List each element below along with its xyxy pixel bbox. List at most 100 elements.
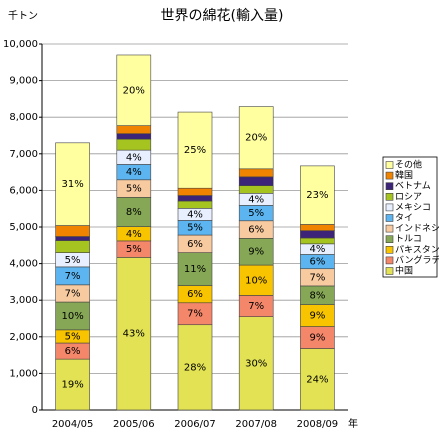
value-label: 4% (126, 167, 142, 178)
y-tick-label: 9,000 (9, 76, 38, 87)
chart-title: 世界の綿花(輸入量) (161, 8, 284, 24)
bar-segment (177, 111, 213, 189)
legend-swatch (385, 171, 394, 180)
y-tick-label: 5,000 (9, 222, 38, 233)
bar-segment (177, 187, 213, 196)
value-label: 5% (65, 255, 81, 266)
bar-segment (55, 301, 90, 331)
legend-label: その他 (395, 159, 422, 171)
bar-segment (116, 133, 152, 140)
value-label: 5% (126, 184, 142, 195)
value-label: 7% (309, 272, 325, 283)
legend-swatch (385, 193, 394, 201)
legend-label: パキスタン (395, 244, 439, 255)
bar-segment (238, 238, 274, 266)
value-label: 6% (65, 346, 81, 357)
value-label: 10% (61, 311, 83, 322)
y-tick-label: 6,000 (9, 185, 38, 196)
legend-swatch (385, 267, 394, 275)
legend-swatch (385, 203, 394, 212)
value-label: 6% (187, 289, 203, 300)
value-label: 4% (187, 209, 203, 220)
legend-label: 韓国 (395, 170, 413, 181)
bar-segment (55, 225, 90, 237)
bar-segment (300, 165, 335, 225)
value-label: 43% (123, 329, 145, 340)
value-label: 4% (309, 244, 325, 255)
bar-segment (238, 185, 274, 194)
x-tick-label: 2004/05 (52, 419, 94, 430)
value-label: 4% (126, 229, 142, 240)
value-label: 9% (309, 311, 325, 322)
y-tick-label: 1,000 (9, 368, 38, 379)
bar-segment (300, 237, 335, 245)
bar-segment (177, 324, 213, 411)
value-label: 20% (245, 133, 267, 144)
value-label: 8% (126, 207, 142, 218)
legend-swatch (385, 182, 394, 190)
value-label: 31% (61, 179, 83, 190)
value-label: 9% (248, 247, 264, 258)
bar-segment (300, 230, 335, 239)
value-label: 6% (187, 239, 203, 250)
value-label: 11% (184, 264, 206, 275)
value-label: 5% (248, 208, 264, 219)
value-label: 9% (309, 333, 325, 344)
value-label: 10% (245, 275, 267, 286)
y-tick-label: 4,000 (9, 259, 38, 270)
bar-segment (300, 348, 335, 411)
value-label: 8% (309, 290, 325, 301)
value-label: 19% (61, 380, 83, 391)
y-tick-label: 8,000 (9, 112, 38, 123)
bar-segment (55, 358, 90, 411)
x-unit: 年 (348, 417, 358, 430)
legend-label: メキシコ (395, 203, 431, 213)
x-tick-label: 2005/06 (113, 419, 155, 430)
legend-label: 中国 (395, 265, 413, 277)
bar-segment (177, 200, 213, 209)
value-label: 20% (123, 85, 145, 96)
value-label: 7% (65, 288, 81, 299)
bar-segment (116, 138, 152, 151)
legend-label: ロシア (395, 192, 422, 202)
legend-swatch (385, 214, 394, 222)
legend-swatch (385, 161, 394, 169)
value-label: 4% (126, 152, 142, 163)
y-tick-label: 10,000 (3, 39, 38, 50)
bar-segment (238, 106, 274, 170)
legend-label: インドネシア (395, 223, 439, 234)
value-label: 6% (248, 225, 264, 236)
bar-segment (55, 236, 90, 241)
value-label: 23% (306, 190, 328, 201)
legend-swatch (385, 235, 394, 243)
bar-segment (300, 224, 335, 231)
bar-segment (238, 316, 274, 411)
value-label: 5% (187, 223, 203, 234)
value-label: 7% (187, 309, 203, 320)
y-tick-label: 2,000 (9, 332, 38, 343)
legend-label: トルコ (395, 235, 422, 245)
value-label: 6% (309, 257, 325, 268)
bar-segment (238, 168, 274, 178)
bar-segment (177, 252, 213, 286)
value-label: 7% (248, 301, 264, 312)
x-tick-label: 2006/07 (174, 419, 216, 430)
bar-segment (116, 125, 152, 134)
value-label: 24% (306, 374, 328, 385)
bar-segment (177, 195, 213, 202)
legend-swatch (385, 256, 394, 265)
value-label: 5% (65, 331, 81, 342)
legend-swatch (385, 224, 394, 233)
bar-segment (55, 142, 90, 226)
value-label: 28% (184, 362, 206, 373)
value-label: 4% (248, 194, 264, 205)
legend-label: ベトナム (395, 181, 431, 192)
legend-label: バングラデシュ (395, 254, 439, 266)
y-unit: 千トン (8, 10, 38, 22)
x-tick-label: 2007/08 (235, 419, 277, 430)
x-tick-label: 2008/09 (297, 419, 339, 430)
y-tick-label: 0 (32, 405, 38, 416)
value-label: 30% (245, 358, 267, 369)
legend-swatch (385, 246, 394, 254)
value-label: 25% (184, 145, 206, 156)
